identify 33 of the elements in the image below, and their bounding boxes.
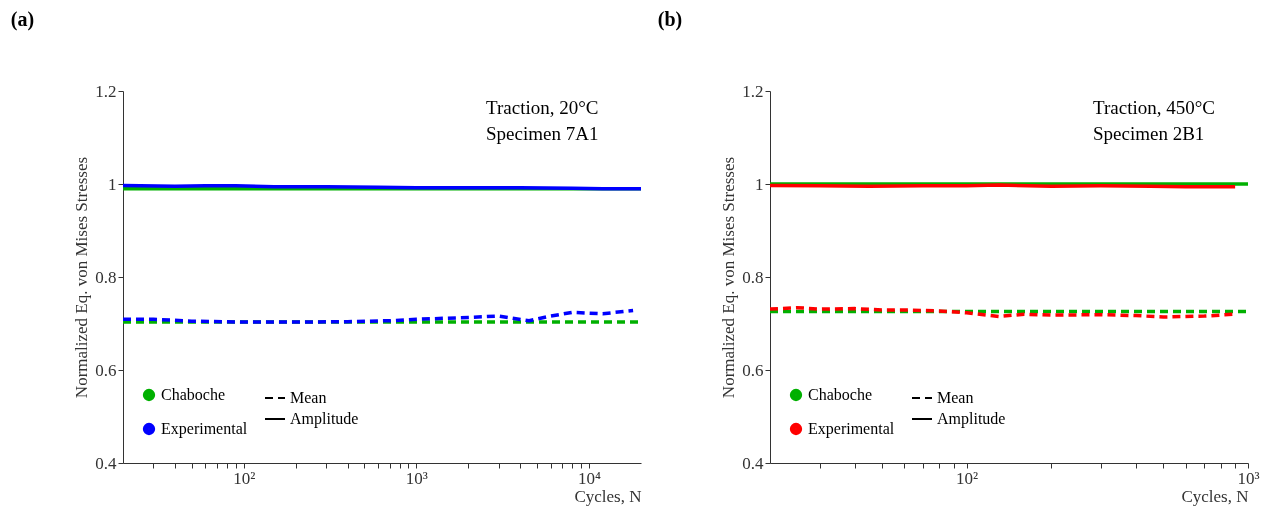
x-axis-title: Cycles, N	[1181, 486, 1249, 506]
x-tick-label: 10²	[956, 468, 979, 488]
legend-label: Experimental	[808, 420, 895, 438]
text: Specimen 7A1	[486, 123, 599, 144]
legend-label: Experimental	[161, 420, 248, 438]
y-tick-label: 0.4	[95, 453, 117, 473]
legend-label: Chaboche	[161, 386, 225, 403]
y-tick-label: 1.2	[742, 81, 764, 101]
y-tick-label: 1.2	[95, 81, 117, 101]
annotation: Mean	[290, 389, 327, 406]
y-tick-label: 0.8	[742, 267, 764, 287]
y-tick-label: 0.6	[95, 360, 117, 380]
x-tick-label: 10³	[405, 468, 428, 488]
y-tick-label: 1	[108, 174, 117, 194]
annotation: Mean	[937, 389, 974, 406]
chart-title: (b)	[657, 8, 683, 31]
y-tick-label: 0.4	[742, 453, 764, 473]
text: Specimen 2B1	[1093, 123, 1205, 144]
text: Traction, 450°C	[1093, 97, 1215, 118]
x-tick-label: 10⁴	[578, 468, 602, 488]
y-tick-label: 0.8	[95, 267, 117, 287]
annotation: Amplitude	[937, 410, 1006, 428]
chart-title: (a)	[10, 8, 35, 31]
x-tick-label: 10³	[1237, 468, 1260, 488]
text: Traction, 20°C	[486, 97, 599, 118]
y-tick-label: 0.6	[742, 360, 764, 380]
y-axis-title: Normalized Eq. von Mises Stresses	[719, 156, 739, 399]
annotation: Amplitude	[290, 410, 359, 428]
y-axis-title: Normalized Eq. von Mises Stresses	[72, 156, 92, 399]
y-tick-label: 1	[755, 174, 764, 194]
x-axis-title: Cycles, N	[574, 486, 642, 506]
x-tick-label: 10²	[233, 468, 256, 488]
legend-label: Chaboche	[808, 386, 872, 403]
